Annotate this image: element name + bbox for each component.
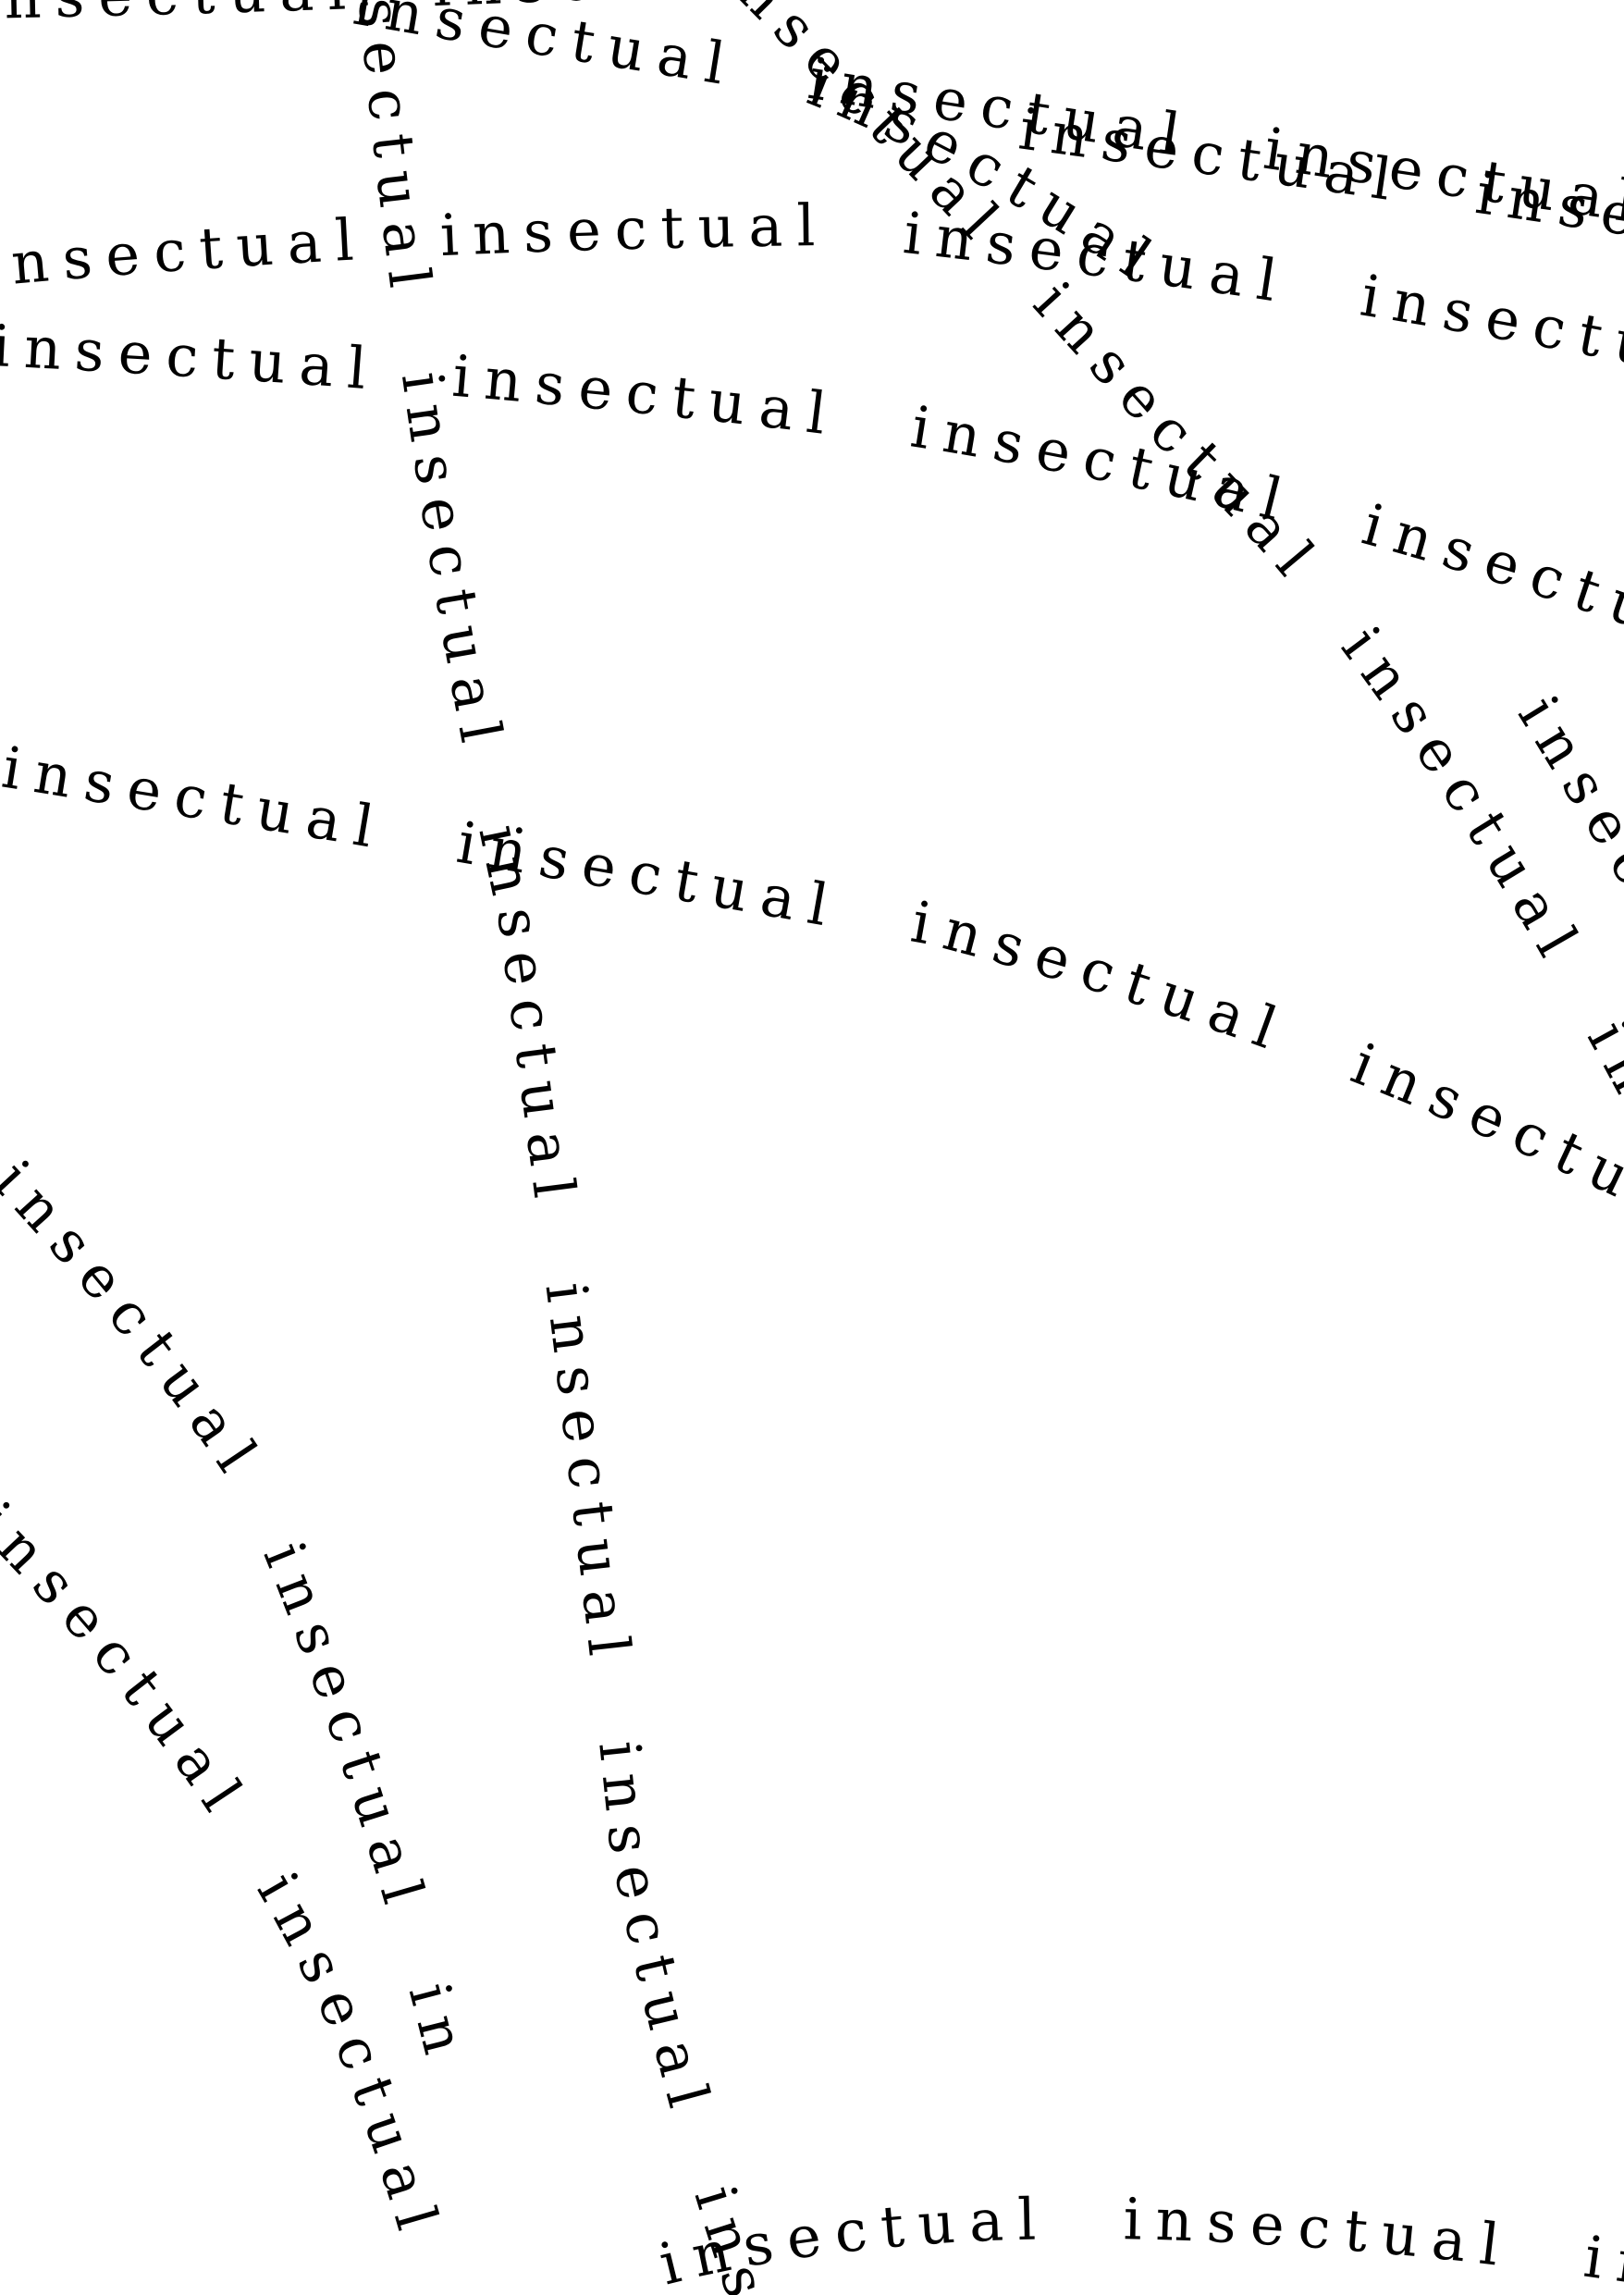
typographic-poster: insectual insectual insectual insectual … [0,0,1624,2295]
word-paths-canvas: insectual insectual insectual insectual … [0,0,1624,2295]
